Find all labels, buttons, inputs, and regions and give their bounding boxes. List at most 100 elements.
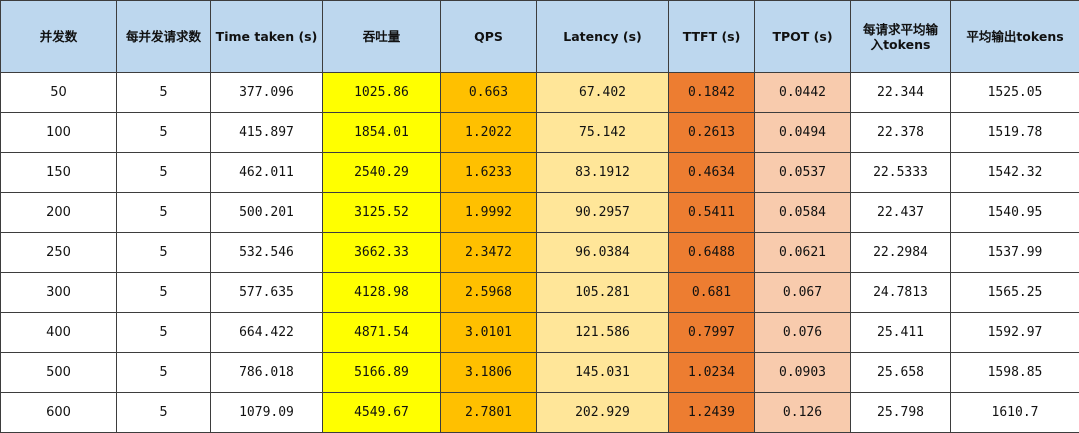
throughput-cell: 3662.33 xyxy=(322,232,441,273)
table-row: 500 5 786.018 5166.89 3.1806 145.031 1.0234 0.0… xyxy=(0,352,1079,393)
throughput-cell: 1025.86 xyxy=(322,72,441,113)
avg-output-tokens-cell: 1542.32 xyxy=(950,152,1079,193)
requests-per-concurrency-cell: 5 xyxy=(116,112,211,153)
avg-output-tokens-cell: 1565.25 xyxy=(950,272,1079,313)
concurrency-cell: 400 xyxy=(0,312,117,353)
tpot-cell: 0.0494 xyxy=(754,112,851,153)
throughput-cell: 5166.89 xyxy=(322,352,441,393)
table-body: 50 5 377.096 1025.86 0.663 67.402 0.1842 0.0442… xyxy=(0,72,1079,433)
requests-per-concurrency-cell: 5 xyxy=(116,232,211,273)
time-taken-cell: 415.897 xyxy=(210,112,323,153)
table-row: 50 5 377.096 1025.86 0.663 67.402 0.1842 0.0442… xyxy=(0,72,1079,113)
table-row: 200 5 500.201 3125.52 1.9992 90.2957 0.5411 0.0… xyxy=(0,192,1079,233)
header-time-taken: Time taken (s) xyxy=(210,0,323,73)
throughput-cell: 4871.54 xyxy=(322,312,441,353)
time-taken-cell: 577.635 xyxy=(210,272,323,313)
header-ttft: TTFT (s) xyxy=(668,0,755,73)
time-taken-cell: 532.546 xyxy=(210,232,323,273)
avg-output-tokens-cell: 1592.97 xyxy=(950,312,1079,353)
header-tpot: TPOT (s) xyxy=(754,0,851,73)
time-taken-cell: 500.201 xyxy=(210,192,323,233)
latency-cell: 83.1912 xyxy=(536,152,669,193)
throughput-cell: 1854.01 xyxy=(322,112,441,153)
concurrency-cell: 150 xyxy=(0,152,117,193)
table-row: 300 5 577.635 4128.98 2.5968 105.281 0.681 0.06… xyxy=(0,272,1079,313)
requests-per-concurrency-cell: 5 xyxy=(116,312,211,353)
header-avg-input-tokens: 每请求平均输入tokens xyxy=(850,0,951,73)
requests-per-concurrency-cell: 5 xyxy=(116,352,211,393)
avg-input-tokens-cell: 25.798 xyxy=(850,392,951,433)
ttft-cell: 0.7997 xyxy=(668,312,755,353)
time-taken-cell: 664.422 xyxy=(210,312,323,353)
ttft-cell: 1.2439 xyxy=(668,392,755,433)
requests-per-concurrency-cell: 5 xyxy=(116,72,211,113)
qps-cell: 2.3472 xyxy=(440,232,537,273)
requests-per-concurrency-cell: 5 xyxy=(116,192,211,233)
latency-cell: 202.929 xyxy=(536,392,669,433)
avg-input-tokens-cell: 25.658 xyxy=(850,352,951,393)
avg-input-tokens-cell: 25.411 xyxy=(850,312,951,353)
qps-cell: 2.5968 xyxy=(440,272,537,313)
time-taken-cell: 462.011 xyxy=(210,152,323,193)
ttft-cell: 1.0234 xyxy=(668,352,755,393)
avg-input-tokens-cell: 22.437 xyxy=(850,192,951,233)
latency-cell: 90.2957 xyxy=(536,192,669,233)
qps-cell: 1.2022 xyxy=(440,112,537,153)
avg-output-tokens-cell: 1598.85 xyxy=(950,352,1079,393)
concurrency-cell: 50 xyxy=(0,72,117,113)
throughput-cell: 3125.52 xyxy=(322,192,441,233)
header-qps: QPS xyxy=(440,0,537,73)
header-row: 并发数 每并发请求数 Time taken (s) 吞吐量 QPS Latenc… xyxy=(0,0,1079,73)
ttft-cell: 0.681 xyxy=(668,272,755,313)
ttft-cell: 0.5411 xyxy=(668,192,755,233)
tpot-cell: 0.0584 xyxy=(754,192,851,233)
ttft-cell: 0.6488 xyxy=(668,232,755,273)
qps-cell: 3.0101 xyxy=(440,312,537,353)
tpot-cell: 0.0442 xyxy=(754,72,851,113)
ttft-cell: 0.1842 xyxy=(668,72,755,113)
requests-per-concurrency-cell: 5 xyxy=(116,272,211,313)
avg-input-tokens-cell: 22.344 xyxy=(850,72,951,113)
qps-cell: 2.7801 xyxy=(440,392,537,433)
avg-input-tokens-cell: 22.378 xyxy=(850,112,951,153)
throughput-cell: 4549.67 xyxy=(322,392,441,433)
table-row: 100 5 415.897 1854.01 1.2022 75.142 0.2613 0.04… xyxy=(0,112,1079,153)
time-taken-cell: 377.096 xyxy=(210,72,323,113)
time-taken-cell: 1079.09 xyxy=(210,392,323,433)
header-avg-output-tokens: 平均输出tokens xyxy=(950,0,1079,73)
latency-cell: 96.0384 xyxy=(536,232,669,273)
avg-output-tokens-cell: 1519.78 xyxy=(950,112,1079,153)
header-latency: Latency (s) xyxy=(536,0,669,73)
avg-output-tokens-cell: 1540.95 xyxy=(950,192,1079,233)
concurrency-cell: 500 xyxy=(0,352,117,393)
avg-output-tokens-cell: 1525.05 xyxy=(950,72,1079,113)
avg-input-tokens-cell: 22.2984 xyxy=(850,232,951,273)
avg-output-tokens-cell: 1610.7 xyxy=(950,392,1079,433)
time-taken-cell: 786.018 xyxy=(210,352,323,393)
table-row: 600 5 1079.09 4549.67 2.7801 202.929 1.2439 0.1… xyxy=(0,392,1079,433)
table-row: 150 5 462.011 2540.29 1.6233 83.1912 0.4634 0.0… xyxy=(0,152,1079,193)
header-requests-per-concurrency: 每并发请求数 xyxy=(116,0,211,73)
tpot-cell: 0.067 xyxy=(754,272,851,313)
throughput-cell: 2540.29 xyxy=(322,152,441,193)
avg-input-tokens-cell: 24.7813 xyxy=(850,272,951,313)
table-row: 400 5 664.422 4871.54 3.0101 121.586 0.7997 0.0… xyxy=(0,312,1079,353)
latency-cell: 105.281 xyxy=(536,272,669,313)
throughput-cell: 4128.98 xyxy=(322,272,441,313)
header-concurrency: 并发数 xyxy=(0,0,117,73)
avg-output-tokens-cell: 1537.99 xyxy=(950,232,1079,273)
latency-cell: 67.402 xyxy=(536,72,669,113)
latency-cell: 75.142 xyxy=(536,112,669,153)
concurrency-cell: 250 xyxy=(0,232,117,273)
latency-cell: 121.586 xyxy=(536,312,669,353)
qps-cell: 3.1806 xyxy=(440,352,537,393)
requests-per-concurrency-cell: 5 xyxy=(116,392,211,433)
header-throughput: 吞吐量 xyxy=(322,0,441,73)
concurrency-cell: 100 xyxy=(0,112,117,153)
qps-cell: 0.663 xyxy=(440,72,537,113)
tpot-cell: 0.076 xyxy=(754,312,851,353)
qps-cell: 1.9992 xyxy=(440,192,537,233)
tpot-cell: 0.126 xyxy=(754,392,851,433)
ttft-cell: 0.2613 xyxy=(668,112,755,153)
